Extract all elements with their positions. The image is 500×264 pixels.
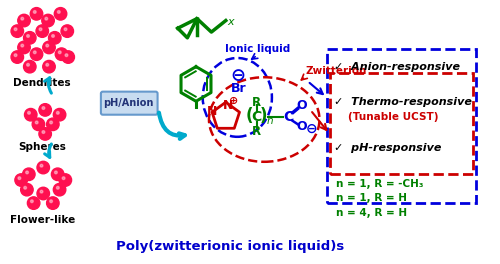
Circle shape xyxy=(50,121,52,124)
Circle shape xyxy=(52,35,54,37)
Circle shape xyxy=(20,183,33,196)
Circle shape xyxy=(42,131,45,133)
Text: Dendrites: Dendrites xyxy=(14,78,71,88)
Circle shape xyxy=(56,186,59,189)
Circle shape xyxy=(34,11,36,13)
Circle shape xyxy=(45,17,48,20)
Circle shape xyxy=(65,54,68,56)
Circle shape xyxy=(55,48,68,60)
Circle shape xyxy=(32,118,44,131)
Text: N: N xyxy=(207,105,218,118)
Circle shape xyxy=(18,177,21,180)
Text: (Tunable UCST): (Tunable UCST) xyxy=(348,112,438,122)
Circle shape xyxy=(18,41,30,54)
Circle shape xyxy=(61,25,74,37)
Circle shape xyxy=(48,32,61,44)
Text: n = 1, R = H: n = 1, R = H xyxy=(336,193,407,203)
Circle shape xyxy=(30,48,43,60)
Circle shape xyxy=(58,11,60,13)
Text: Poly(zwitterionic ionic liquid)s: Poly(zwitterionic ionic liquid)s xyxy=(116,240,344,253)
Circle shape xyxy=(58,51,61,54)
Circle shape xyxy=(42,14,54,27)
Text: O: O xyxy=(296,98,307,112)
Text: N: N xyxy=(222,98,233,112)
Circle shape xyxy=(39,128,52,140)
FancyBboxPatch shape xyxy=(326,49,476,203)
Text: Spheres: Spheres xyxy=(18,142,66,152)
Circle shape xyxy=(39,104,52,116)
Text: ✓  pH-responsive: ✓ pH-responsive xyxy=(334,143,442,153)
Circle shape xyxy=(46,44,48,47)
Circle shape xyxy=(39,28,42,31)
Circle shape xyxy=(30,200,34,202)
Text: n: n xyxy=(266,116,273,126)
Text: O: O xyxy=(296,120,307,133)
Circle shape xyxy=(11,51,24,63)
Text: R: R xyxy=(252,96,261,109)
Text: Br: Br xyxy=(230,82,246,95)
Text: R: R xyxy=(252,125,261,138)
Circle shape xyxy=(37,161,50,174)
Circle shape xyxy=(62,51,74,63)
FancyBboxPatch shape xyxy=(101,92,158,115)
Circle shape xyxy=(56,111,59,114)
Text: n = 4, R = H: n = 4, R = H xyxy=(336,208,407,218)
Circle shape xyxy=(54,8,67,20)
Text: ⊖: ⊖ xyxy=(230,67,246,85)
Text: x: x xyxy=(228,17,234,27)
Circle shape xyxy=(59,174,72,186)
Circle shape xyxy=(24,32,36,44)
Circle shape xyxy=(15,174,28,186)
Circle shape xyxy=(46,63,48,66)
Circle shape xyxy=(24,186,26,189)
Circle shape xyxy=(46,118,59,131)
Circle shape xyxy=(43,60,55,73)
Circle shape xyxy=(26,35,30,37)
Circle shape xyxy=(46,197,59,209)
Circle shape xyxy=(26,63,30,66)
Circle shape xyxy=(64,28,67,31)
Circle shape xyxy=(21,17,24,20)
Text: n = 1, R = -CH₃: n = 1, R = -CH₃ xyxy=(336,179,424,189)
Text: (: ( xyxy=(246,107,254,125)
Circle shape xyxy=(24,60,36,73)
Text: Ionic liquid: Ionic liquid xyxy=(225,44,290,54)
Circle shape xyxy=(22,168,35,181)
Text: ): ) xyxy=(260,107,267,125)
Circle shape xyxy=(21,44,24,47)
Circle shape xyxy=(14,54,17,56)
Circle shape xyxy=(54,109,66,121)
Circle shape xyxy=(14,28,17,31)
Circle shape xyxy=(18,14,30,27)
Text: C: C xyxy=(283,110,294,124)
Circle shape xyxy=(37,187,50,200)
Circle shape xyxy=(40,190,43,193)
Text: ✓  Thermo-responsive: ✓ Thermo-responsive xyxy=(334,97,472,107)
Circle shape xyxy=(54,171,58,174)
Circle shape xyxy=(34,51,36,54)
Circle shape xyxy=(24,109,37,121)
Circle shape xyxy=(30,8,43,20)
Circle shape xyxy=(26,171,29,174)
Text: ⊖: ⊖ xyxy=(306,122,317,136)
Circle shape xyxy=(28,111,30,114)
Circle shape xyxy=(42,107,45,109)
Text: Flower-like: Flower-like xyxy=(10,215,75,225)
Text: C: C xyxy=(252,110,262,124)
Circle shape xyxy=(40,164,43,167)
Text: ✓  Anion-responsive: ✓ Anion-responsive xyxy=(334,62,460,72)
Circle shape xyxy=(43,41,55,54)
Text: Zwitterion: Zwitterion xyxy=(306,67,367,77)
Circle shape xyxy=(28,197,40,209)
Circle shape xyxy=(11,25,24,37)
Circle shape xyxy=(36,25,48,37)
Circle shape xyxy=(50,200,52,202)
Text: ⊕: ⊕ xyxy=(229,96,238,106)
FancyBboxPatch shape xyxy=(330,73,472,174)
Circle shape xyxy=(54,183,66,196)
Circle shape xyxy=(36,121,38,124)
Circle shape xyxy=(52,168,64,181)
Text: pH/Anion: pH/Anion xyxy=(104,98,154,108)
Circle shape xyxy=(62,177,65,180)
